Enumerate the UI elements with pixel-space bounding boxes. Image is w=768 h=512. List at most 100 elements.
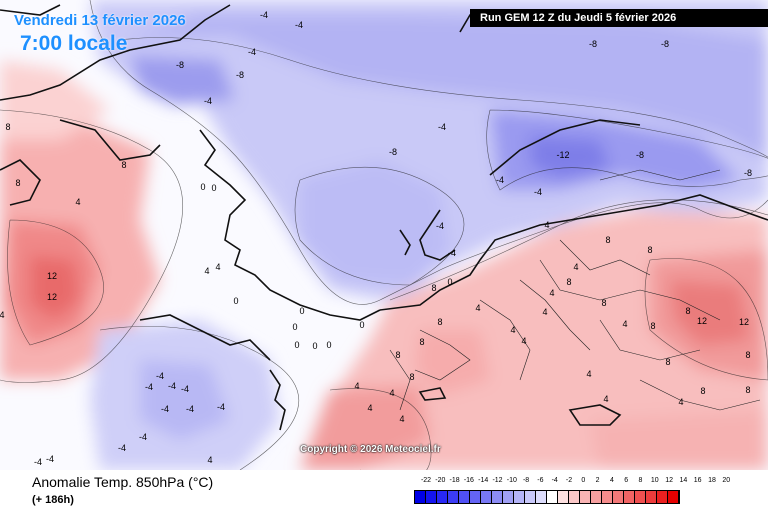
contour-label: -8 (636, 150, 644, 160)
forecast-hour: (+ 186h) (32, 494, 74, 506)
contour-label: 0 (299, 306, 304, 316)
temperature-anomaly-field: -4-4-4-8-8-4-8 -8-4-8 -12 -8-8-4-4-4-400884… (0, 0, 768, 470)
contour-label: 4 (204, 266, 209, 276)
contour-label: 4 (573, 262, 578, 272)
scale-swatch (481, 491, 492, 503)
scale-label: -4 (551, 477, 558, 484)
contour-label: -8 (661, 39, 669, 49)
scale-label: -10 (506, 477, 517, 484)
scale-swatch (668, 491, 679, 503)
scale-swatch (536, 491, 547, 503)
contour-label: 4 (521, 336, 526, 346)
scale-label: 10 (650, 477, 659, 484)
contour-label: 8 (745, 350, 750, 360)
scale-swatch (514, 491, 525, 503)
scale-label: 8 (638, 477, 643, 484)
scale-label: -6 (537, 477, 544, 484)
scale-swatch (635, 491, 646, 503)
contour-label: 8 (650, 321, 655, 331)
contour-label: 0 (294, 340, 299, 350)
contour-label: 4 (678, 397, 683, 407)
scale-swatch (657, 491, 668, 503)
scale-swatch (613, 491, 624, 503)
contour-label: 4 (215, 262, 220, 272)
scale-swatch (624, 491, 635, 503)
contour-label: 12 (697, 316, 707, 326)
contour-label: -4 (161, 404, 169, 414)
contour-label: 8 (431, 283, 436, 293)
contour-label: 8 (605, 235, 610, 245)
scale-bar (414, 490, 680, 504)
country-borders (389, 169, 761, 411)
weather-map: -4 -4 -4 -8 -8 -4 -8 -8 -4 -8 -12 -8 -8 -4 -4 -4 -4 0 0 8 8 4… (0, 0, 768, 470)
contour-label: 8 (745, 385, 750, 395)
scale-label: 18 (708, 477, 716, 484)
scale-swatch (492, 491, 503, 503)
contour-label: 4 (622, 319, 627, 329)
contour-label: 0 (233, 296, 238, 306)
scale-swatch (602, 491, 613, 503)
scale-swatch (525, 491, 536, 503)
contour-label: -12 (556, 150, 569, 160)
contour-label: 4 (544, 220, 549, 230)
contour-label: 4 (367, 403, 372, 413)
scale-label: 14 (679, 477, 688, 484)
contour-label: 4 (603, 394, 608, 404)
footer: Anomalie Temp. 850hPa (°C) (+ 186h) -2 2 -… (0, 470, 768, 512)
contour-label: 4 (0, 310, 5, 320)
scale-label: -18 (449, 477, 460, 484)
scale-swatch (503, 491, 514, 503)
contour-label: 4 (399, 414, 404, 424)
contour-label: 4 (354, 381, 359, 391)
scale-swatch (470, 491, 481, 503)
contour-label: -4 (118, 443, 126, 453)
run-banner: Run GEM 12 Z du Jeudi 5 février 2026 (470, 9, 768, 27)
scale-swatch (437, 491, 448, 503)
contour-label: 12 (47, 271, 57, 281)
contour-label: 4 (510, 325, 515, 335)
contour-label: -4 (204, 96, 212, 106)
contour-label: 8 (665, 357, 670, 367)
contour-label: 0 (200, 182, 205, 192)
scale-swatch (646, 491, 657, 503)
contour-label: -4 (46, 454, 54, 464)
scale-label: 2 (595, 477, 600, 484)
coastlines (0, 4, 768, 431)
field-title: Anomalie Temp. 850hPa (°C) (32, 474, 214, 490)
contour-label: -4 (248, 47, 256, 57)
contour-label: -4 (186, 404, 194, 414)
contour-label: -4 (139, 432, 147, 442)
contour-label: 4 (586, 369, 591, 379)
scale-labels: -22 -20 -18 -16 -14 -12 -10 -8 -6 -4 -2 0 2 4 6 8 10 12 14… (414, 477, 744, 487)
scale-swatch (580, 491, 591, 503)
contour-label: 8 (700, 386, 705, 396)
forecast-time: 7:00 locale (20, 32, 128, 55)
contour-label: -4 (295, 20, 303, 30)
contour-label: 4 (542, 307, 547, 317)
contour-label: 0 (326, 340, 331, 350)
contour-label: -8 (176, 60, 184, 70)
contour-label: -4 (534, 187, 542, 197)
scale-swatch (426, 491, 437, 503)
contour-label: 4 (389, 388, 394, 398)
contour-label: 8 (15, 178, 20, 188)
forecast-date: Vendredi 13 février 2026 (14, 12, 186, 29)
contour-label: -4 (168, 381, 176, 391)
contour-label: 0 (292, 322, 297, 332)
scale-swatch (591, 491, 602, 503)
scale-label: 4 (609, 477, 614, 484)
scale-label: -2 (565, 477, 573, 484)
contour-label: -8 (389, 147, 397, 157)
contour-label: -4 (496, 175, 504, 185)
contour-label: 4 (549, 288, 554, 298)
scale-swatch (569, 491, 580, 503)
contour-label: -4 (448, 248, 456, 258)
contour-label: 0 (211, 183, 216, 193)
contour-label: 8 (5, 122, 10, 132)
contour-label: 8 (601, 298, 606, 308)
scale-label: -8 (522, 477, 530, 484)
contour-label: -4 (181, 384, 189, 394)
contour-label: -8 (589, 39, 597, 49)
anomaly-shading (0, 0, 768, 470)
copyright-watermark: Copyright © 2026 Meteociel.fr (300, 444, 441, 455)
